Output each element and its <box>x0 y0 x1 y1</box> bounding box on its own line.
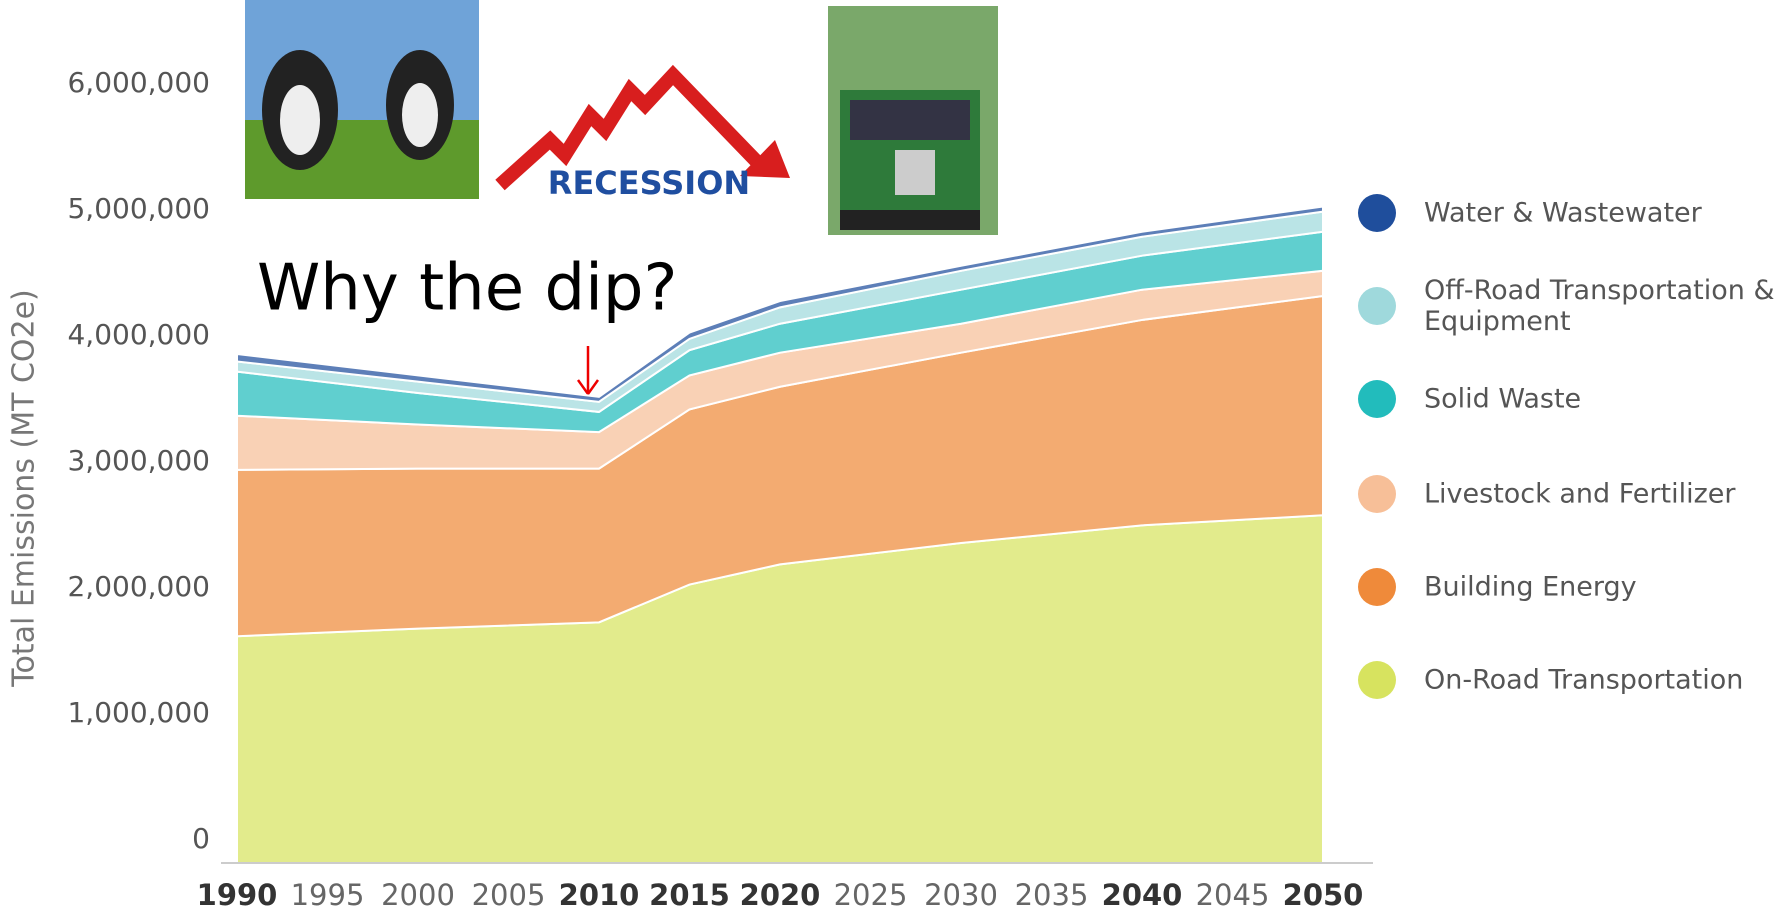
annotation: Why the dip? <box>257 252 677 326</box>
legend-swatch <box>1358 287 1396 325</box>
page: RECESSION Why the dip? Total Emissions (… <box>0 0 1779 917</box>
x-tick-label: 2010 <box>559 878 640 912</box>
legend-swatch <box>1358 194 1396 232</box>
truck-picture <box>828 6 998 235</box>
x-tick-label: 2030 <box>924 878 998 912</box>
x-tick-label: 2005 <box>472 878 546 912</box>
legend-label: On-Road Transportation <box>1424 665 1776 696</box>
image-text: RECESSION <box>548 164 750 202</box>
x-tick-label: 2020 <box>740 878 821 912</box>
legend-swatch <box>1358 568 1396 606</box>
legend-label: Solid Waste <box>1424 384 1776 415</box>
x-tick-label: 2040 <box>1102 878 1183 912</box>
legend-label: Livestock and Fertilizer <box>1424 479 1776 510</box>
cows-picture <box>245 0 479 199</box>
x-tick-label: 2015 <box>649 878 730 912</box>
chart: RECESSION Why the dip? Total Emissions (… <box>0 0 1779 917</box>
y-tick-label: 1,000,000 <box>67 696 210 729</box>
y-tick-label: 4,000,000 <box>67 318 210 351</box>
y-axis-label: Total Emissions (MT CO2e) <box>7 289 42 688</box>
legend-label: Water & Wastewater <box>1424 198 1776 229</box>
x-tick-label: 2045 <box>1196 878 1270 912</box>
y-tick-label: 6,000,000 <box>67 66 210 99</box>
annotation-arrow <box>578 346 598 394</box>
legend-label: Building Energy <box>1424 572 1776 603</box>
x-tick-label: 1990 <box>197 878 278 912</box>
x-tick-label: 2050 <box>1283 878 1364 912</box>
y-tick-label: 0 <box>192 822 210 855</box>
legend-swatch <box>1358 380 1396 418</box>
y-tick-label: 2,000,000 <box>67 570 210 603</box>
y-tick-label: 5,000,000 <box>67 192 210 225</box>
x-tick-label: 2035 <box>1015 878 1089 912</box>
y-tick-label: 3,000,000 <box>67 444 210 477</box>
legend-swatch <box>1358 475 1396 513</box>
x-tick-label: 2000 <box>381 878 455 912</box>
x-tick-label: 2025 <box>834 878 908 912</box>
legend-label: Off-Road Transportation & Equipment <box>1424 275 1776 337</box>
x-tick-label: 1995 <box>291 878 365 912</box>
legend-swatch <box>1358 661 1396 699</box>
